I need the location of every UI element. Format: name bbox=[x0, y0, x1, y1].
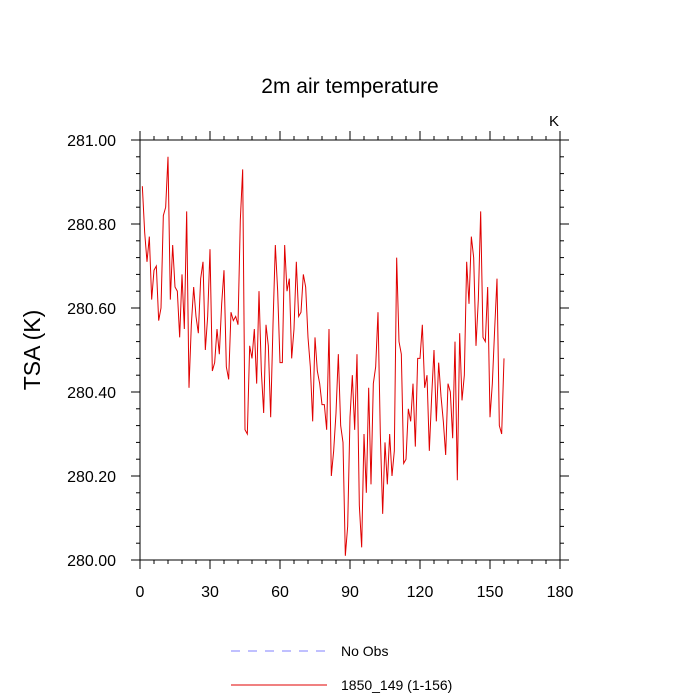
x-tick-label: 0 bbox=[136, 584, 145, 601]
x-tick-labels: 0 30 60 90 120 150 180 bbox=[136, 584, 574, 601]
y-tick-label: 280.80 bbox=[67, 217, 116, 234]
legend-label-1850-149: 1850_149 (1-156) bbox=[341, 677, 452, 693]
x-tick-label: 120 bbox=[407, 584, 434, 601]
x-tick-label: 150 bbox=[477, 584, 504, 601]
y-tick-labels: 280.00 280.20 280.40 280.60 280.80 281.00 bbox=[67, 133, 116, 570]
y-tick-label: 281.00 bbox=[67, 133, 116, 150]
plot-frame bbox=[139, 139, 561, 561]
y-tick-label: 280.20 bbox=[67, 469, 116, 486]
axis-ticks bbox=[131, 131, 569, 569]
legend-label-no-obs: No Obs bbox=[341, 643, 388, 659]
y-axis-label: TSA (K) bbox=[19, 310, 45, 391]
legend: No Obs 1850_149 (1-156) bbox=[231, 643, 452, 693]
x-tick-label: 180 bbox=[547, 584, 574, 601]
chart-title: 2m air temperature bbox=[261, 75, 438, 98]
series-line-1850-149 bbox=[141, 156, 505, 556]
x-tick-label: 60 bbox=[271, 584, 289, 601]
x-tick-label: 30 bbox=[201, 584, 219, 601]
y-tick-label: 280.00 bbox=[67, 553, 116, 570]
series-layer bbox=[141, 156, 505, 556]
y-tick-label: 280.40 bbox=[67, 385, 116, 402]
y-tick-label: 280.60 bbox=[67, 301, 116, 318]
x-tick-label: 90 bbox=[341, 584, 359, 601]
units-label: K bbox=[549, 113, 559, 130]
